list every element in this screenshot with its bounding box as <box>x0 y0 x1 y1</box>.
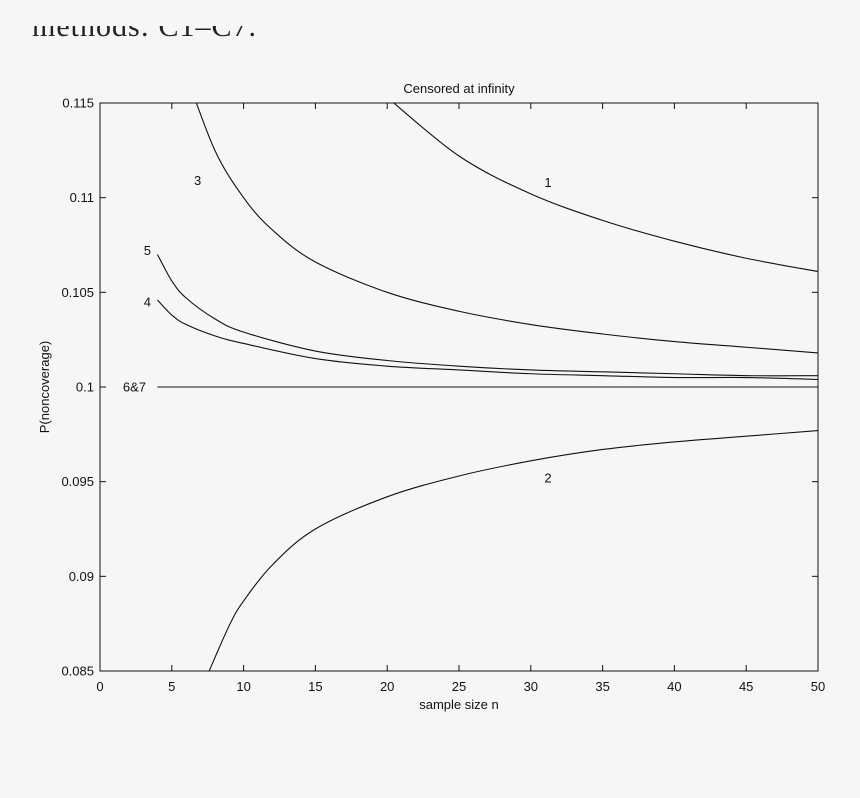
series-line-3 <box>195 103 818 354</box>
y-tick-label: 0.11 <box>70 190 94 205</box>
y-tick-label: 0.09 <box>69 569 94 584</box>
x-tick-label: 15 <box>308 679 322 694</box>
series-label-1: 1 <box>544 175 551 190</box>
y-tick-label: 0.105 <box>61 285 94 300</box>
series-group: 1 3 5 4 6&7 2 <box>123 103 818 671</box>
x-axis: 0 5 10 15 20 25 30 35 40 45 50 <box>96 103 825 694</box>
cropped-caption-text: methods: C1–C7. <box>32 10 258 43</box>
x-tick-label: 5 <box>168 679 175 694</box>
y-tick-label: 0.095 <box>61 474 94 489</box>
series-label-5: 5 <box>144 243 151 258</box>
x-tick-label: 50 <box>811 679 825 694</box>
x-tick-label: 25 <box>452 679 466 694</box>
series-label-6-7: 6&7 <box>123 380 146 395</box>
series-line-5 <box>156 254 818 377</box>
series-line-4 <box>157 299 818 380</box>
x-tick-label: 10 <box>236 679 250 694</box>
x-tick-label: 20 <box>380 679 394 694</box>
x-tick-label: 45 <box>739 679 753 694</box>
x-tick-label: 0 <box>96 679 103 694</box>
series-label-3: 3 <box>194 173 201 188</box>
series-label-4: 4 <box>144 294 151 309</box>
series-line-1 <box>393 103 818 273</box>
y-tick-label: 0.1 <box>76 380 94 395</box>
x-tick-label: 35 <box>595 679 609 694</box>
x-tick-label: 30 <box>524 679 538 694</box>
x-axis-label: sample size n <box>419 697 498 712</box>
y-tick-label: 0.085 <box>61 664 94 679</box>
y-axis: 0.085 0.09 0.095 0.1 0.105 0.11 0.115 <box>61 96 818 679</box>
series-line-2 <box>208 430 818 671</box>
chart-title: Censored at infinity <box>403 81 515 96</box>
y-axis-label: P(noncoverage) <box>37 341 52 434</box>
x-tick-label: 40 <box>667 679 681 694</box>
series-label-2: 2 <box>544 470 551 485</box>
y-tick-label: 0.115 <box>62 96 94 111</box>
